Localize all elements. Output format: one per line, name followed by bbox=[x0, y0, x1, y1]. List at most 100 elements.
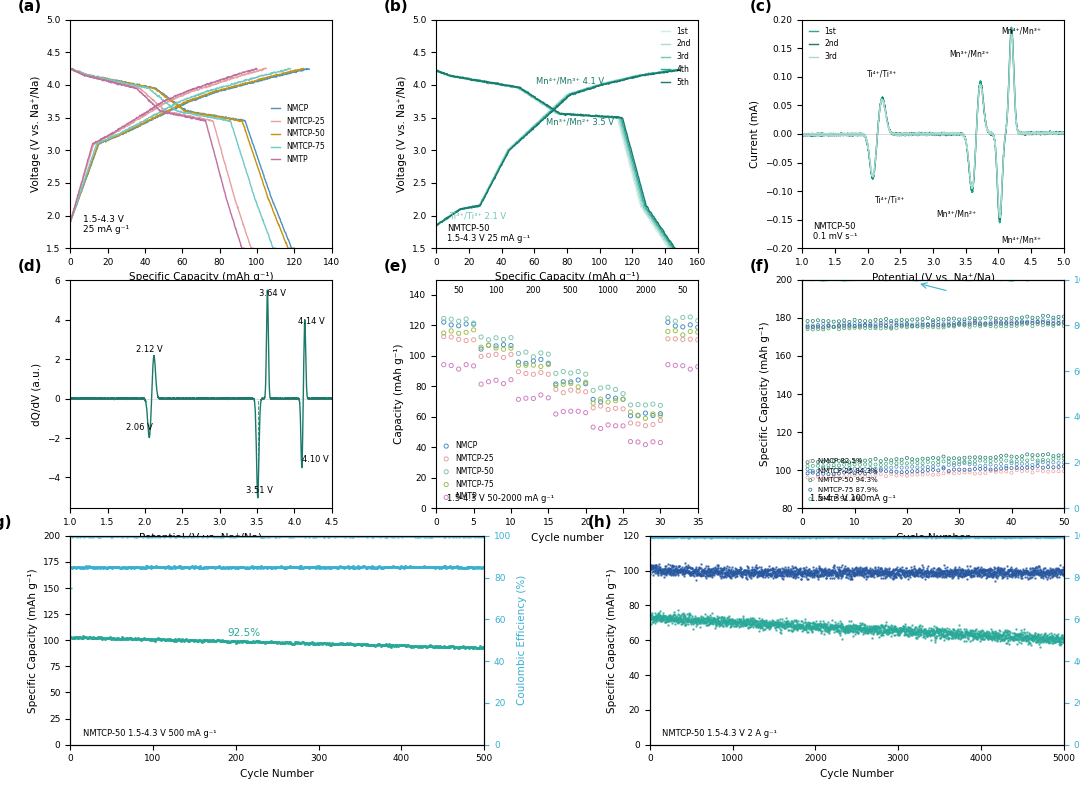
Point bbox=[717, 566, 734, 578]
NMTCP-25 84.3% bbox=[1055, 456, 1072, 469]
Point bbox=[657, 560, 674, 573]
Point bbox=[377, 530, 394, 543]
Point bbox=[746, 530, 764, 542]
Point bbox=[912, 627, 929, 640]
Point bbox=[955, 530, 972, 542]
NMCP 82.5% bbox=[873, 468, 890, 481]
Point bbox=[727, 615, 744, 628]
Point bbox=[813, 627, 831, 640]
Point bbox=[1052, 563, 1069, 576]
Point bbox=[731, 613, 748, 626]
Point bbox=[674, 530, 691, 543]
Point bbox=[148, 530, 165, 542]
Point bbox=[882, 630, 900, 642]
Point bbox=[877, 564, 894, 577]
Point bbox=[813, 530, 831, 542]
Point bbox=[707, 563, 725, 576]
Point bbox=[666, 564, 684, 577]
Point bbox=[998, 629, 1015, 641]
Point bbox=[1038, 629, 1055, 641]
Point bbox=[737, 531, 754, 544]
Point bbox=[840, 530, 858, 542]
Point bbox=[792, 618, 809, 630]
Point bbox=[767, 563, 784, 575]
Point bbox=[1045, 565, 1063, 578]
Point bbox=[656, 530, 673, 542]
Point bbox=[758, 530, 775, 542]
Point bbox=[70, 630, 87, 643]
Text: (d): (d) bbox=[18, 258, 42, 273]
Point bbox=[707, 618, 725, 630]
Point bbox=[860, 531, 877, 544]
Point bbox=[860, 624, 877, 637]
Point bbox=[68, 631, 85, 644]
Point bbox=[788, 568, 806, 581]
Point bbox=[718, 530, 735, 543]
Point bbox=[1000, 530, 1017, 543]
Point bbox=[734, 616, 752, 629]
Point bbox=[793, 622, 810, 634]
Point bbox=[471, 530, 488, 543]
Point bbox=[757, 530, 774, 543]
Point bbox=[705, 567, 723, 579]
Point bbox=[810, 618, 827, 630]
Point bbox=[794, 530, 811, 543]
Point bbox=[928, 531, 945, 544]
Point bbox=[773, 564, 791, 577]
Point bbox=[850, 530, 867, 542]
Point bbox=[1014, 567, 1031, 579]
Point bbox=[1035, 636, 1052, 649]
NMTP bbox=[502, 374, 519, 386]
Point bbox=[970, 566, 987, 578]
NMTCP-50 94.3% bbox=[805, 455, 822, 467]
Point bbox=[959, 530, 976, 542]
Point bbox=[780, 619, 797, 632]
Point bbox=[1007, 530, 1024, 543]
Point bbox=[388, 530, 405, 542]
Point bbox=[745, 563, 762, 575]
Point bbox=[728, 529, 745, 541]
Point bbox=[943, 625, 960, 637]
Point bbox=[693, 614, 711, 626]
Point bbox=[813, 565, 831, 578]
Point bbox=[986, 530, 1003, 543]
Point bbox=[698, 613, 715, 626]
Point bbox=[1045, 636, 1063, 649]
Point bbox=[683, 530, 700, 542]
Point bbox=[735, 565, 753, 578]
Point bbox=[701, 567, 718, 579]
Point bbox=[273, 560, 291, 573]
Point bbox=[827, 531, 845, 544]
Point bbox=[171, 634, 188, 646]
Point bbox=[1009, 566, 1026, 578]
Point bbox=[210, 634, 227, 647]
Point bbox=[933, 628, 950, 641]
Point bbox=[970, 531, 987, 544]
Point bbox=[1005, 630, 1023, 643]
Point bbox=[765, 530, 782, 543]
Point bbox=[754, 615, 771, 628]
Point bbox=[651, 605, 669, 618]
Point bbox=[1001, 570, 1018, 582]
Point bbox=[904, 565, 921, 578]
NMCP bbox=[645, 409, 662, 422]
Point bbox=[135, 530, 152, 543]
Point bbox=[752, 566, 769, 578]
Point bbox=[1020, 637, 1037, 649]
Point bbox=[840, 530, 858, 543]
Point bbox=[760, 567, 778, 580]
Point bbox=[998, 632, 1015, 645]
Point bbox=[829, 623, 847, 636]
Point bbox=[919, 627, 936, 640]
Point bbox=[1031, 633, 1049, 645]
Point bbox=[923, 623, 941, 636]
Point bbox=[1029, 628, 1047, 641]
Point bbox=[735, 567, 753, 580]
Point bbox=[974, 632, 991, 645]
Point bbox=[758, 620, 775, 633]
Point bbox=[657, 531, 674, 544]
Point bbox=[975, 529, 993, 541]
Point bbox=[988, 530, 1005, 543]
Point bbox=[876, 626, 893, 639]
Point bbox=[742, 613, 759, 626]
